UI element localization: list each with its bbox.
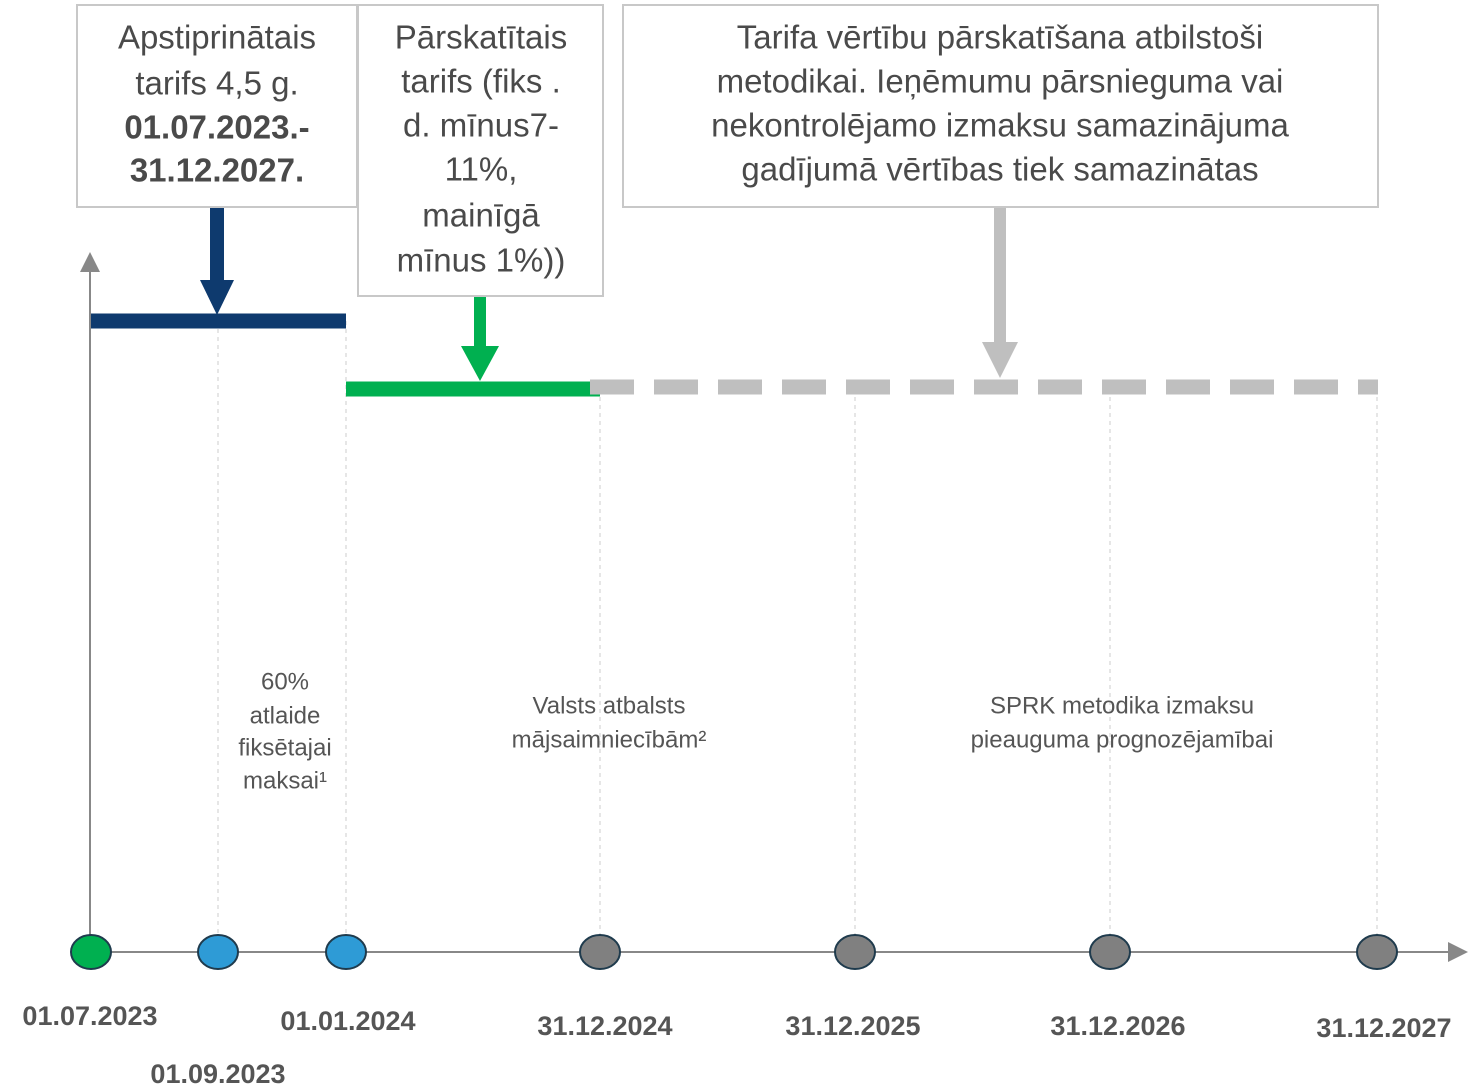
date-label: 01.07.2023 [22, 1001, 157, 1031]
box-text: nekontrolējamo izmaksu samazinājuma [711, 107, 1289, 144]
arrows [200, 207, 1018, 381]
note-text: fiksētajai [238, 734, 331, 761]
box-text: d. mīnus7- [403, 107, 559, 144]
note-text: maksai¹ [243, 767, 327, 794]
date-label: 01.09.2023 [150, 1059, 285, 1089]
note-text: atlaide [250, 702, 321, 729]
box-text: 31.12.2027. [130, 152, 304, 189]
box-text: tarifs 4,5 g. [135, 65, 298, 102]
box-text: gadījumā vērtības tiek samazinātas [741, 151, 1258, 188]
box-text: metodikai. Ieņēmumu pārsnieguma vai [717, 63, 1284, 100]
note-text: pieauguma prognozējamībai [971, 726, 1274, 753]
note-text: Valsts atbalsts [533, 692, 686, 719]
box-text: 01.07.2023.- [124, 109, 309, 146]
date-label: 31.12.2026 [1050, 1011, 1185, 1041]
box-text: Pārskatītais [395, 19, 567, 56]
date-label: 31.12.2024 [537, 1011, 672, 1041]
note-text: 60% [261, 668, 309, 695]
box-text: mīnus 1%)) [397, 242, 566, 279]
note-text: mājsaimniecībām² [512, 726, 707, 753]
date-label: 01.01.2024 [280, 1006, 415, 1036]
labels: Apstiprinātais tarifs 4,5 g. 01.07.2023.- 3… [22, 19, 1451, 1089]
boxes [76, 4, 1379, 297]
markers [70, 934, 1398, 970]
box-text: Apstiprinātais [118, 19, 316, 56]
date-label: 31.12.2027 [1316, 1013, 1451, 1043]
date-label: 31.12.2025 [785, 1011, 920, 1041]
box-text: Tarifa vērtību pārskatīšana atbilstoši [737, 19, 1263, 56]
guides [217, 321, 1378, 952]
box-text: 11%, [445, 151, 518, 188]
box-text: tarifs (fiks . [401, 63, 561, 100]
box-text: mainīgā [422, 197, 540, 234]
note-text: SPRK metodika izmaksu [990, 692, 1254, 719]
